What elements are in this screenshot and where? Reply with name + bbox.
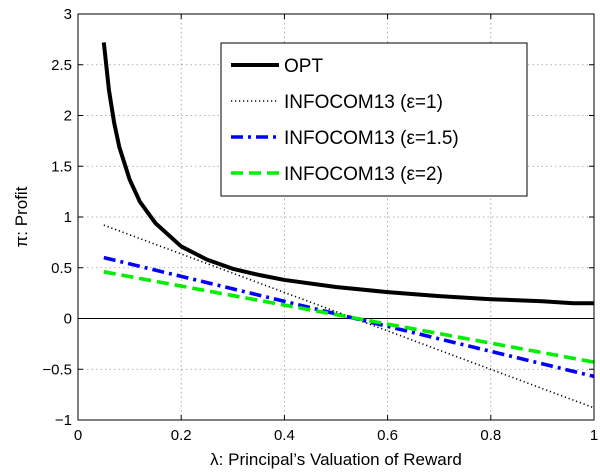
x-tick-label: 1 bbox=[590, 427, 598, 444]
legend-label-2: INFOCOM13 (ε=1) bbox=[284, 92, 443, 113]
series-group bbox=[101, 42, 594, 409]
x-tick-label: 0.2 bbox=[171, 427, 192, 444]
x-axis-label: λ: Principal’s Valuation of Reward bbox=[210, 450, 462, 469]
y-axis-label: π: Profit bbox=[12, 186, 31, 247]
y-tick-label: 2.5 bbox=[51, 57, 72, 74]
legend-label-3: INFOCOM13 (ε=1.5) bbox=[284, 128, 459, 149]
x-tick-label: 0.4 bbox=[274, 427, 295, 444]
y-tick-label: −0.5 bbox=[42, 361, 72, 378]
x-tick-label: 0.6 bbox=[377, 427, 398, 444]
y-tick-label: 0 bbox=[64, 311, 72, 328]
y-tick-label: 0.5 bbox=[51, 260, 72, 277]
y-tick-label: −1 bbox=[55, 412, 72, 429]
series-line-4 bbox=[103, 270, 594, 364]
x-tick-label: 0.8 bbox=[480, 427, 501, 444]
y-tick-label: 3 bbox=[64, 6, 72, 23]
legend-label-4: INFOCOM13 (ε=2) bbox=[284, 164, 443, 185]
x-tick-label: 0 bbox=[74, 427, 82, 444]
series-line-3 bbox=[103, 255, 594, 379]
legend-label-1: OPT bbox=[284, 56, 323, 77]
series-line-1 bbox=[101, 42, 594, 306]
y-tick-label: 2 bbox=[64, 108, 72, 125]
y-tick-label: 1.5 bbox=[51, 158, 72, 175]
legend: OPT INFOCOM13 (ε=1) INFOCOM13 (ε=1.5) INFOC… bbox=[220, 42, 528, 197]
y-tick-label: 1 bbox=[64, 209, 72, 226]
legend-box bbox=[220, 42, 528, 197]
